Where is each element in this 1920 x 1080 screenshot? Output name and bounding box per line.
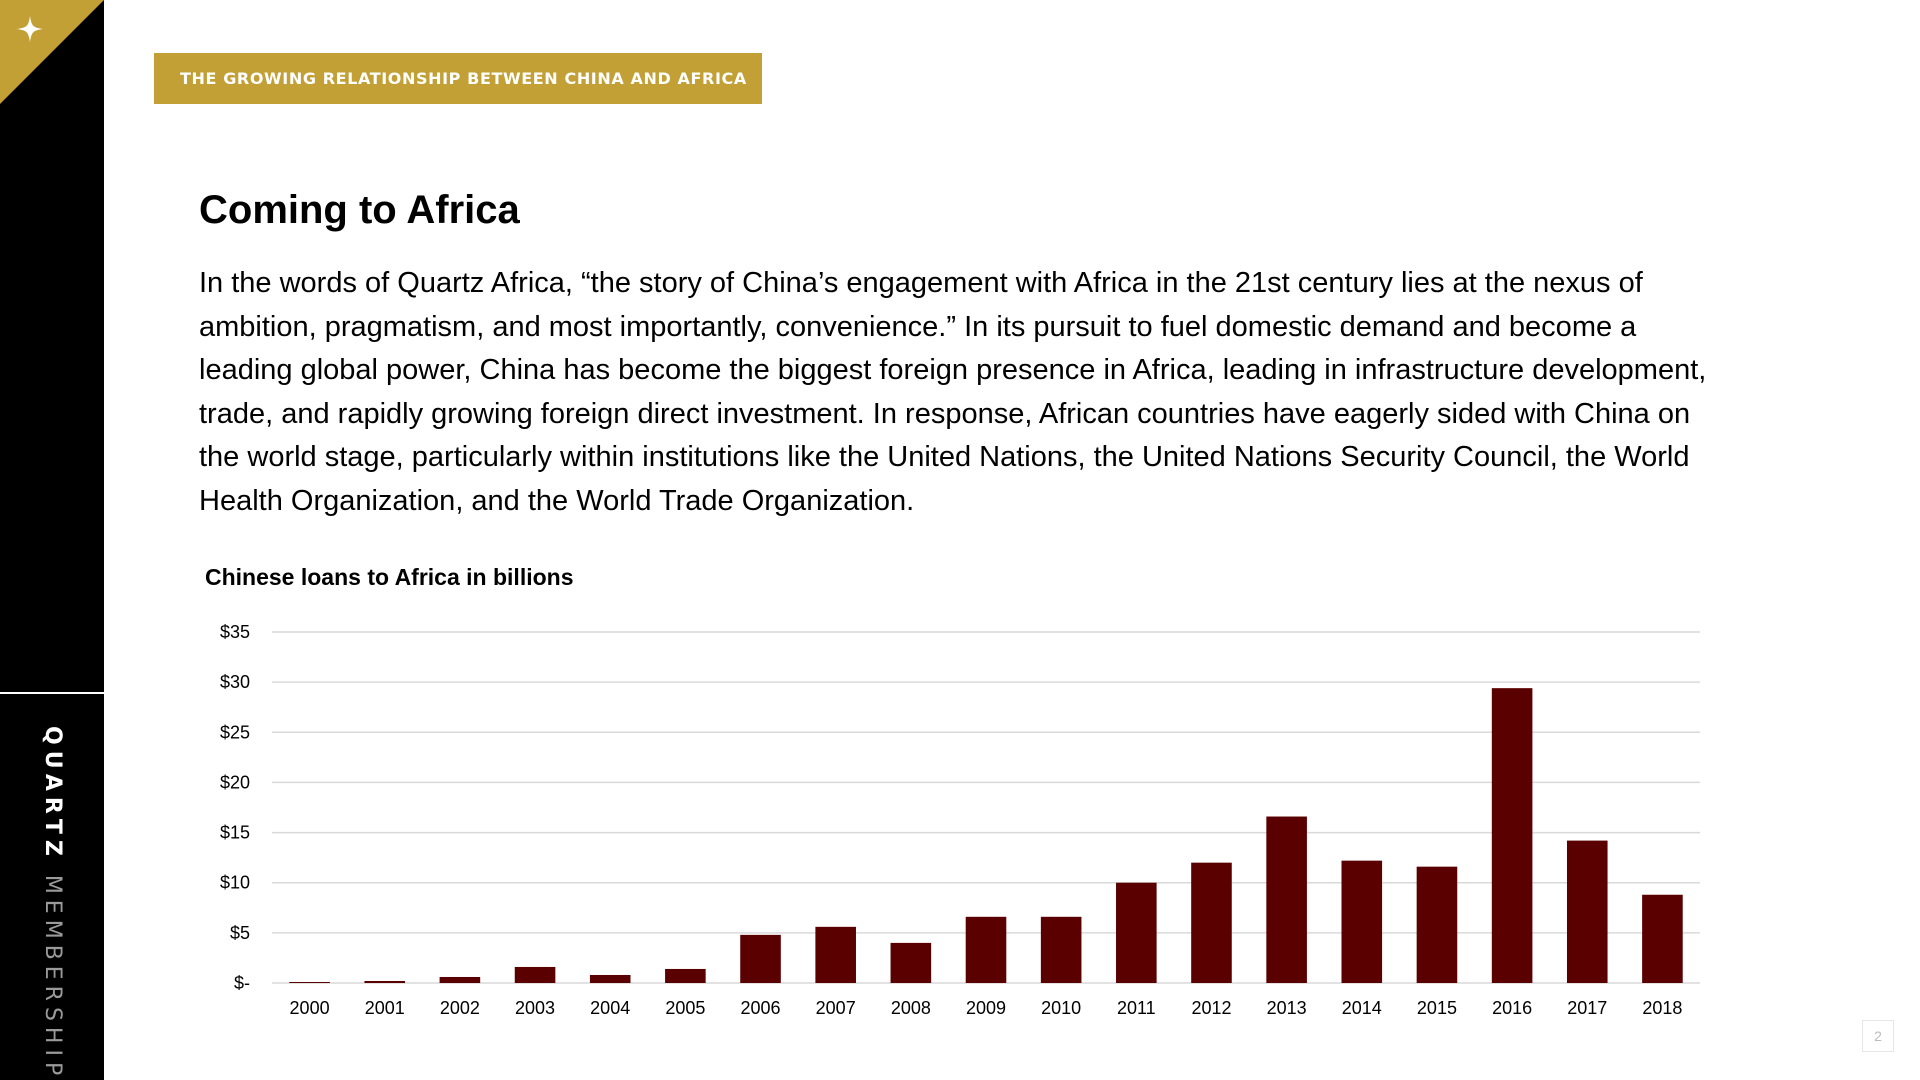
sidebar	[0, 0, 104, 1080]
x-tick-label: 2008	[891, 998, 931, 1018]
page-title: Coming to Africa	[199, 188, 520, 232]
sidebar-divider	[0, 692, 104, 694]
bar-2007	[815, 926, 856, 983]
gridlines	[272, 631, 1700, 984]
page-number: 2	[1862, 1020, 1894, 1052]
bar-2008	[890, 942, 932, 983]
x-tick-label: 2012	[1191, 998, 1231, 1018]
body-paragraph: In the words of Quartz Africa, “the stor…	[199, 267, 1707, 517]
bar-2002	[439, 976, 481, 983]
x-tick-label: 2003	[515, 998, 555, 1018]
x-tick-label: 2000	[290, 998, 330, 1018]
y-tick-label: $10	[220, 873, 250, 893]
bar-2005	[665, 968, 706, 983]
bar-2006	[740, 934, 781, 983]
bar-2010	[1040, 916, 1082, 983]
x-axis-ticks: 2000 2001 2002 2003 2004 2005 2006 2007 2008 2009…	[290, 998, 1683, 1018]
corner-badge	[0, 0, 104, 104]
x-tick-label: 2015	[1417, 998, 1457, 1018]
bar-2012	[1191, 862, 1232, 983]
x-tick-label: 2007	[816, 998, 856, 1018]
x-tick-label: 2006	[741, 998, 781, 1018]
sparkle-icon	[17, 16, 43, 42]
x-tick-label: 2004	[590, 998, 630, 1018]
bar-2015	[1416, 866, 1458, 983]
y-tick-label: $20	[220, 772, 250, 792]
x-tick-label: 2014	[1342, 998, 1382, 1018]
bar-2003	[514, 966, 556, 983]
y-axis-ticks: $- $5 $10 $15 $20 $25 $30 $35	[220, 622, 250, 993]
x-tick-label: 2001	[365, 998, 405, 1018]
x-tick-label: 2002	[440, 998, 480, 1018]
y-tick-label: $-	[234, 973, 250, 993]
bar-2009	[965, 916, 1007, 983]
y-tick-label: $25	[220, 722, 250, 742]
x-tick-label: 2010	[1041, 998, 1081, 1018]
x-tick-label: 2013	[1267, 998, 1307, 1018]
bar-2011	[1116, 882, 1157, 983]
x-tick-label: 2018	[1642, 998, 1682, 1018]
bar-2017	[1566, 840, 1608, 983]
section-badge: THE GROWING RELATIONSHIP BETWEEN CHINA A…	[154, 53, 762, 104]
chart-title: Chinese loans to Africa in billions	[205, 564, 574, 590]
x-tick-label: 2005	[665, 998, 705, 1018]
x-tick-label: 2011	[1117, 998, 1156, 1018]
x-tick-label: 2017	[1567, 998, 1607, 1018]
bar-2001	[364, 980, 406, 983]
bars	[289, 688, 1683, 983]
x-tick-label: 2016	[1492, 998, 1532, 1018]
y-tick-label: $30	[220, 672, 250, 692]
x-tick-label: 2009	[966, 998, 1006, 1018]
section-badge-label: THE GROWING RELATIONSHIP BETWEEN CHINA A…	[180, 69, 747, 88]
bar-2013	[1266, 816, 1307, 983]
y-tick-label: $5	[230, 923, 250, 943]
bar-2016	[1491, 688, 1533, 983]
y-tick-label: $15	[220, 823, 250, 843]
bar-2004	[589, 974, 631, 983]
y-tick-label: $35	[220, 622, 250, 642]
bar-2000	[289, 981, 330, 983]
bar-2014	[1341, 860, 1383, 983]
bar-2018	[1642, 894, 1683, 983]
